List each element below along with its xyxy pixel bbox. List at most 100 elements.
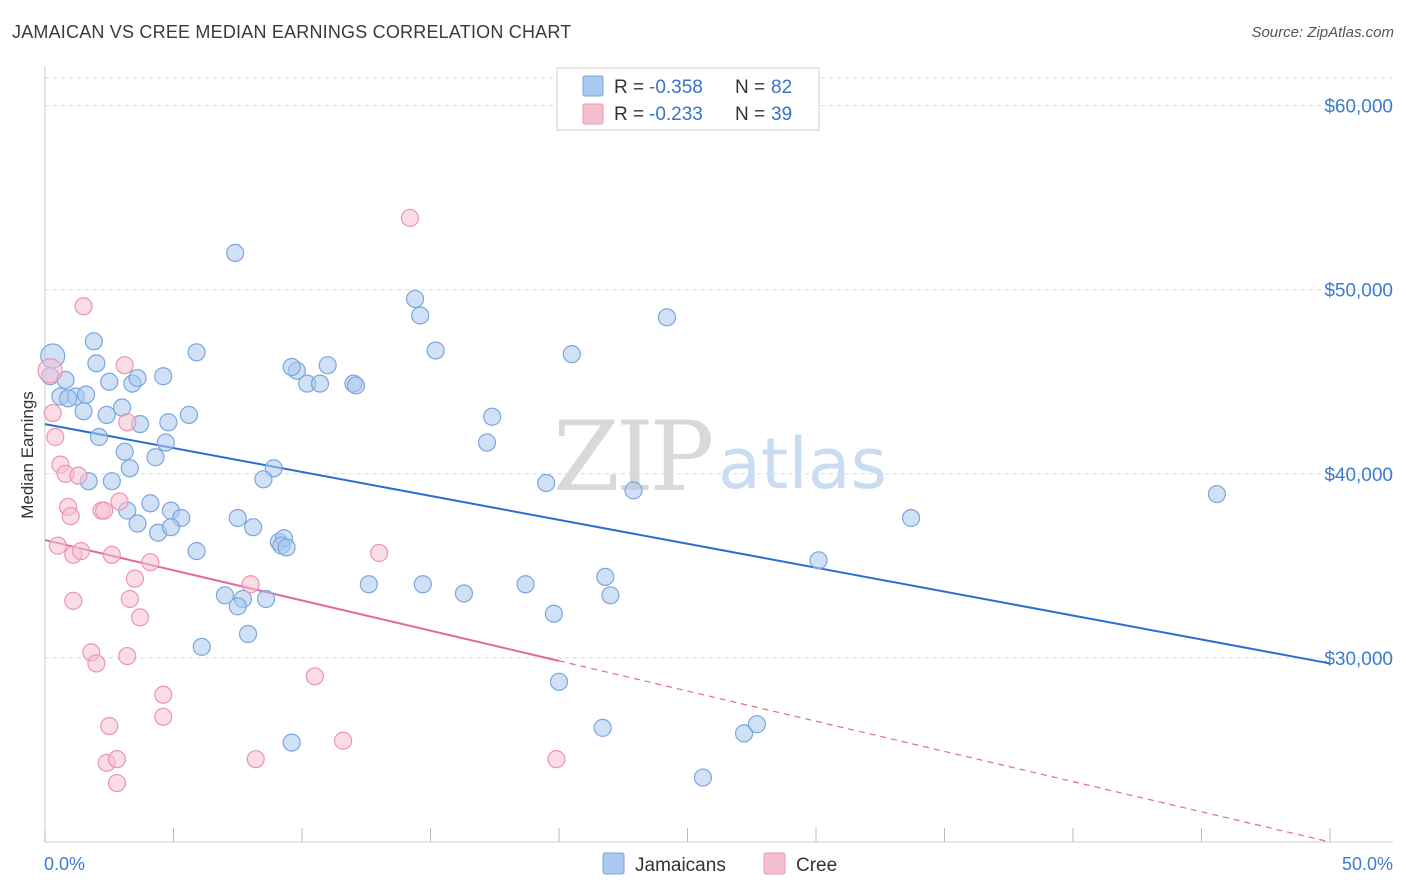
point-cree	[37, 358, 63, 384]
point-jamaicans	[226, 243, 245, 262]
legend: R = -0.358 N = 82 R = -0.233 N = 39	[556, 67, 820, 131]
trend-line-jamaicans	[44, 423, 1331, 665]
point-jamaicans	[102, 472, 121, 491]
point-jamaicans	[624, 481, 643, 500]
point-jamaicans	[901, 508, 921, 528]
point-jamaicans	[413, 575, 432, 594]
watermark: ZIP atlas	[553, 401, 887, 513]
point-jamaicans	[256, 589, 276, 609]
point-jamaicans	[120, 459, 139, 478]
point-jamaicans	[411, 306, 430, 325]
point-jamaicans	[282, 733, 301, 752]
y-tick-label: $40,000	[1324, 465, 1393, 486]
point-jamaicans	[734, 724, 754, 743]
point-cree	[130, 608, 150, 627]
point-jamaicans	[154, 367, 173, 386]
point-cree	[43, 403, 62, 423]
point-jamaicans	[483, 407, 502, 426]
point-jamaicans	[1207, 484, 1227, 504]
point-jamaicans	[601, 586, 620, 605]
point-jamaicans	[128, 514, 147, 533]
point-cree	[115, 356, 134, 375]
point-jamaicans	[59, 389, 78, 408]
legend-n-value-cree: 39	[771, 104, 792, 125]
gridlines	[45, 77, 1393, 659]
point-jamaicans	[426, 341, 445, 360]
y-tick-label: $60,000	[1324, 97, 1393, 118]
legend-r-label-jamaicans: R =	[614, 77, 644, 98]
point-jamaicans	[238, 624, 258, 644]
bottom-legend-label-cree: Cree	[796, 855, 837, 876]
source-label: Source: ZipAtlas.com	[1251, 24, 1394, 41]
point-cree	[305, 667, 324, 686]
point-jamaicans	[318, 356, 337, 375]
point-cree	[125, 569, 145, 588]
point-jamaicans	[228, 597, 247, 616]
y-tick-label: $30,000	[1324, 649, 1393, 670]
watermark-atlas: atlas	[718, 423, 887, 505]
point-cree	[102, 545, 121, 564]
point-cree	[154, 707, 173, 726]
point-cree	[95, 501, 114, 520]
point-cree	[71, 542, 91, 561]
point-cree	[400, 208, 420, 228]
point-jamaicans	[346, 376, 366, 395]
point-jamaicans	[128, 368, 147, 388]
x-tick-label-min: 0.0%	[44, 854, 85, 874]
axes: $30,000 $40,000 $50,000 $60,000	[44, 66, 1393, 843]
point-jamaicans	[544, 604, 563, 623]
point-cree	[241, 575, 260, 594]
trend-line-cree	[44, 539, 560, 662]
point-cree	[370, 543, 389, 563]
trend-lines	[44, 423, 1331, 843]
y-tick-label: $50,000	[1324, 281, 1393, 302]
point-cree	[154, 685, 173, 704]
point-cree	[46, 427, 65, 447]
point-cree	[48, 536, 67, 555]
x-tick-label-max: 50.0%	[1342, 854, 1393, 874]
point-cree	[246, 750, 265, 769]
point-jamaicans	[89, 427, 109, 447]
point-jamaicans	[549, 672, 569, 691]
chart-title: JAMAICAN VS CREE MEDIAN EARNINGS CORRELA…	[12, 22, 572, 42]
point-cree	[120, 589, 139, 609]
legend-n-value-jamaicans: 82	[771, 77, 792, 98]
point-jamaicans	[146, 448, 165, 467]
point-jamaicans	[477, 433, 497, 452]
point-cree	[64, 591, 83, 610]
point-cree	[100, 716, 119, 736]
legend-r-value-jamaicans: -0.358	[649, 77, 703, 98]
point-jamaicans	[277, 538, 296, 557]
point-cree	[107, 773, 127, 793]
point-jamaicans	[215, 586, 234, 605]
point-jamaicans	[77, 385, 96, 404]
point-jamaicans	[693, 768, 713, 787]
bottom-legend-label-jamaicans: Jamaicans	[635, 855, 726, 876]
point-jamaicans	[159, 413, 178, 432]
point-jamaicans	[593, 718, 612, 737]
trend-line-extension-cree	[558, 660, 1331, 843]
point-jamaicans	[228, 508, 247, 528]
bottom-legend-swatch-jamaicans	[602, 852, 625, 875]
bottom-legend-swatch-cree	[763, 852, 786, 875]
point-jamaicans	[282, 357, 301, 377]
point-jamaicans	[84, 332, 103, 351]
point-cree	[141, 553, 160, 572]
point-cree	[87, 654, 106, 673]
legend-n-label-cree: N =	[735, 104, 765, 125]
point-jamaicans	[596, 567, 615, 587]
point-jamaicans	[516, 575, 535, 594]
points	[37, 208, 1227, 793]
point-jamaicans	[310, 374, 330, 393]
point-jamaicans	[562, 345, 581, 364]
point-jamaicans	[454, 584, 474, 603]
y-axis-label: Median Earnings	[18, 391, 37, 519]
legend-swatch-jamaicans	[582, 75, 604, 97]
point-jamaicans	[405, 289, 425, 309]
point-jamaicans	[187, 542, 206, 561]
point-jamaicans	[179, 405, 199, 424]
point-jamaicans	[244, 518, 263, 537]
point-cree	[107, 750, 127, 769]
point-jamaicans	[537, 473, 556, 493]
